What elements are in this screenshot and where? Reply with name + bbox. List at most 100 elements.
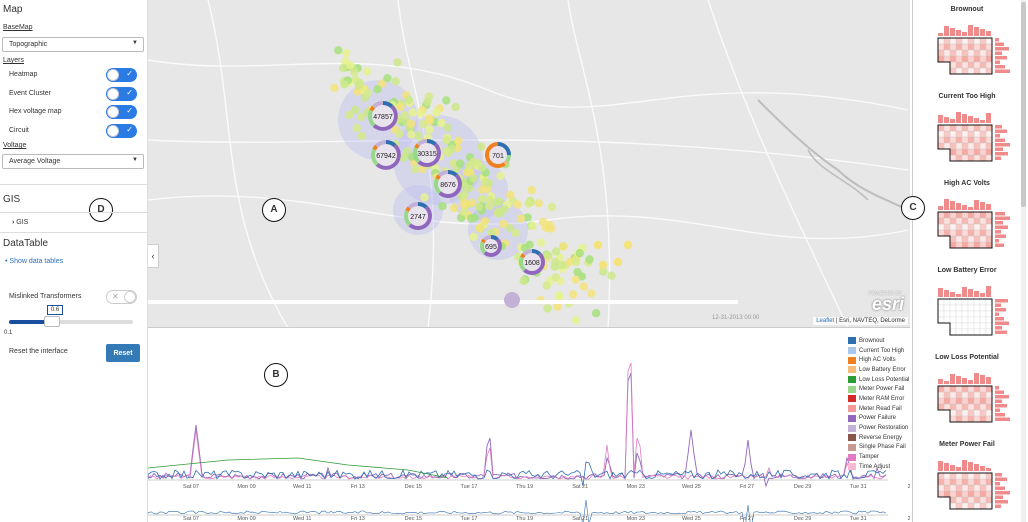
gis-expander[interactable]: › GIS bbox=[12, 219, 28, 226]
timeseries-chart[interactable]: Sat 07 Mon 09 Wed 11 Fri 13 Dec 15 Tue 17 Thu … bbox=[147, 330, 920, 522]
map-canvas[interactable]: 47857 67942 30315 701 8676 2747 695 1608 bbox=[148, 0, 910, 328]
matrix-cell bbox=[973, 328, 981, 336]
small-multiple-chart[interactable] bbox=[913, 366, 1021, 436]
map-timeline-bar[interactable] bbox=[148, 300, 738, 304]
basemap-select[interactable]: Topographic ▼ bbox=[2, 37, 144, 52]
hex-cell bbox=[342, 48, 351, 58]
hex-cell bbox=[438, 202, 447, 211]
legend-item[interactable]: Tamper bbox=[848, 452, 909, 462]
matrix-cell bbox=[961, 478, 969, 486]
matrix-cell bbox=[949, 484, 957, 492]
legend-item[interactable]: Low Battery Error bbox=[848, 365, 909, 375]
legend-item[interactable]: Low Loss Potential bbox=[848, 375, 909, 385]
slider-handle[interactable] bbox=[44, 316, 60, 327]
matrix-cell bbox=[943, 484, 951, 492]
matrix-cell bbox=[949, 235, 957, 243]
matrix-cell bbox=[943, 136, 951, 144]
histogram-bar bbox=[995, 486, 1005, 490]
collapse-panel-button[interactable]: ‹ bbox=[148, 244, 159, 268]
cluster-marker[interactable]: 67942 bbox=[371, 140, 401, 170]
matrix-cell bbox=[949, 322, 957, 330]
legend-item[interactable]: Power Restoration bbox=[848, 423, 909, 433]
matrix-cell bbox=[979, 241, 987, 249]
legend-item[interactable]: High AC Volts bbox=[848, 355, 909, 365]
legend-item[interactable]: Meter Power Fail bbox=[848, 384, 909, 394]
mislinked-toggle[interactable]: ✕ bbox=[106, 290, 137, 304]
legend-item[interactable]: Time Adjust bbox=[848, 462, 909, 472]
legend-swatch bbox=[848, 337, 856, 345]
small-multiple-chart[interactable] bbox=[913, 18, 1021, 88]
hex-cell bbox=[383, 74, 392, 83]
hex-cell bbox=[402, 147, 411, 156]
histogram-bar bbox=[986, 113, 991, 123]
legend-item[interactable]: Single Phase Fail bbox=[848, 443, 909, 453]
hex-cell bbox=[410, 164, 420, 174]
cluster-hole bbox=[372, 105, 394, 127]
hex-cell bbox=[523, 213, 532, 222]
hex-cell bbox=[334, 46, 343, 55]
cluster-marker[interactable]: 8676 bbox=[433, 170, 462, 198]
legend-item[interactable]: Meter RAM Error bbox=[848, 394, 909, 404]
small-multiple-chart[interactable] bbox=[913, 279, 1021, 349]
scrollbar-track[interactable] bbox=[1021, 0, 1026, 522]
matrix-cell bbox=[985, 154, 993, 162]
slider-min-label: 0.1 bbox=[4, 330, 13, 336]
legend-item[interactable]: Power Failure bbox=[848, 414, 909, 424]
histogram-bar bbox=[980, 466, 985, 471]
matrix-cell bbox=[973, 235, 981, 243]
overview-series bbox=[147, 499, 887, 522]
reset-button[interactable]: Reset bbox=[106, 344, 140, 362]
matrix-cell bbox=[949, 37, 957, 45]
map-view[interactable]: 47857 67942 30315 701 8676 2747 695 1608 12-31-… bbox=[148, 0, 910, 328]
cluster-marker[interactable]: 701 bbox=[485, 142, 511, 169]
matrix-cell bbox=[979, 154, 987, 162]
small-multiple-chart[interactable] bbox=[913, 105, 1021, 175]
threshold-slider[interactable] bbox=[9, 320, 133, 324]
histogram-bar bbox=[995, 221, 1003, 225]
matrix-cell bbox=[937, 316, 945, 324]
hex-cell bbox=[459, 208, 469, 217]
show-data-tables-link[interactable]: • Show data tables bbox=[5, 258, 64, 265]
cluster-label: 8676 bbox=[440, 182, 456, 189]
attribution-text: | Esri, NAVTEQ, DeLorme bbox=[834, 318, 905, 324]
matrix-cell bbox=[979, 49, 987, 57]
cluster-marker[interactable]: 30315 bbox=[412, 139, 441, 167]
circuit-toggle[interactable]: ✓ bbox=[106, 124, 137, 138]
histogram-bar bbox=[995, 212, 1005, 216]
heatmap-toggle[interactable]: ✓ bbox=[106, 68, 137, 82]
small-multiple-chart[interactable] bbox=[913, 453, 1021, 522]
matrix-cell bbox=[937, 304, 945, 312]
leaflet-link[interactable]: Leaflet bbox=[816, 318, 835, 324]
hex-cell bbox=[419, 119, 428, 129]
matrix-cell bbox=[955, 385, 963, 393]
legend-item[interactable]: Reverse Energy bbox=[848, 433, 909, 443]
cluster-marker[interactable]: 695 bbox=[480, 235, 503, 258]
river bbox=[757, 99, 909, 211]
matrix-cell bbox=[979, 217, 987, 225]
histogram-bar bbox=[995, 156, 1001, 160]
matrix-cell bbox=[961, 211, 969, 219]
legend-swatch bbox=[848, 376, 856, 384]
legend-swatch bbox=[848, 443, 856, 451]
hex-voltage-toggle[interactable]: ✓ bbox=[106, 105, 137, 119]
voltage-select[interactable]: Average Voltage ▼ bbox=[2, 154, 144, 169]
matrix-cell bbox=[979, 43, 987, 51]
histogram-bar bbox=[944, 199, 949, 210]
event-cluster-toggle[interactable]: ✓ bbox=[106, 87, 137, 101]
scrollbar-thumb[interactable] bbox=[1021, 2, 1026, 207]
histogram-bar bbox=[980, 293, 985, 297]
cluster-marker[interactable]: 2747 bbox=[403, 202, 432, 230]
matrix-cell bbox=[961, 136, 969, 144]
legend-item[interactable]: Current Too High bbox=[848, 346, 909, 356]
histogram-bar bbox=[995, 395, 1009, 399]
small-multiple-chart[interactable] bbox=[913, 192, 1021, 262]
legend-item[interactable]: Brownout bbox=[848, 336, 909, 346]
cluster-marker-partial[interactable] bbox=[504, 292, 520, 308]
cluster-marker[interactable]: 47857 bbox=[368, 101, 398, 131]
legend-item[interactable]: Meter Read Fail bbox=[848, 404, 909, 414]
matrix-cell bbox=[979, 478, 987, 486]
histogram-bar bbox=[995, 390, 1004, 394]
hex-cell bbox=[414, 131, 423, 140]
matrix-cell bbox=[973, 478, 981, 486]
cluster-marker[interactable]: 1608 bbox=[518, 249, 546, 276]
